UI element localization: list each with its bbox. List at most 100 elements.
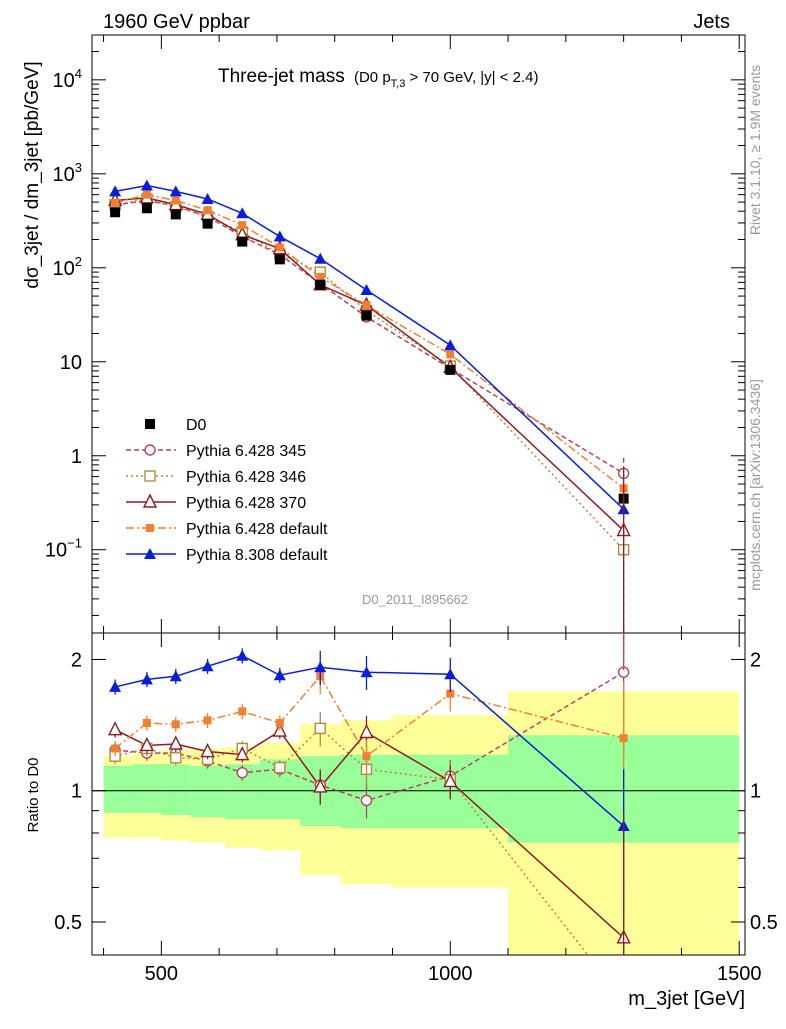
ratio-point — [168, 735, 183, 750]
series-markers — [107, 179, 631, 955]
y-tick-label: 1 — [71, 446, 82, 468]
ratio-tick-label: 0.5 — [750, 912, 778, 934]
legend-label: Pythia 6.428 default — [186, 521, 328, 538]
d0-data-point — [445, 364, 456, 375]
data-point — [171, 196, 180, 205]
ratio-point — [142, 718, 151, 727]
data-point — [203, 206, 212, 215]
data-point — [236, 207, 249, 219]
x-tick-label: 500 — [145, 963, 178, 985]
uncertainty-bands — [103, 691, 740, 955]
d0-data-point — [110, 207, 121, 218]
ratio-point — [275, 718, 284, 727]
rivet-label: Rivet 3.1.10, ≥ 1.9M events — [747, 65, 763, 235]
data-point — [201, 192, 214, 204]
d0-data-point — [141, 203, 152, 214]
band-inner — [103, 765, 133, 813]
y-tick-label: 10 — [60, 352, 82, 374]
data-point — [140, 179, 153, 191]
data-point — [444, 339, 457, 351]
series-line — [114, 184, 625, 510]
ratio-line — [114, 654, 625, 827]
legend-marker — [146, 524, 154, 532]
ratio-point — [171, 720, 180, 729]
legend-marker — [144, 444, 156, 456]
main-frame — [91, 34, 746, 634]
ratio-point — [443, 772, 458, 788]
data-point — [109, 185, 122, 197]
legend-label: Pythia 6.428 370 — [186, 495, 306, 512]
x-tick-label: 1500 — [717, 963, 762, 985]
ratio-point — [203, 716, 212, 725]
d0-data-point — [237, 236, 248, 247]
y-tick-label: 102 — [53, 254, 82, 280]
y-tick-label: 103 — [53, 160, 82, 186]
d0-data-point — [202, 218, 213, 229]
ratio-y-axis-label: Ratio to D0 — [25, 757, 42, 832]
ratio-frame — [91, 632, 746, 956]
ratio-point — [109, 680, 122, 692]
header-left: 1960 GeV ppbar — [103, 11, 250, 33]
legend-marker — [145, 419, 155, 429]
data-point — [169, 185, 182, 197]
ratio-point — [313, 778, 328, 793]
d0-data-point — [361, 310, 372, 321]
axes: 500 1000 1500 10−1 1 10 102 103 104 0.5 0.5 1 1 2 2 — [45, 34, 778, 985]
band-inner — [190, 765, 225, 818]
ratio-point — [362, 752, 371, 761]
legend-marker — [144, 470, 156, 482]
ratio-point — [273, 669, 286, 681]
data-point — [314, 252, 327, 264]
data-point — [111, 198, 120, 207]
ratio-point — [111, 744, 120, 753]
ratio-lines — [114, 654, 625, 955]
ratio-point — [140, 673, 153, 685]
ratio-point — [314, 722, 326, 735]
series-line — [115, 197, 625, 532]
analysis-id: D0_2011_I895662 — [362, 592, 468, 607]
ratio-point — [107, 721, 123, 736]
header-right: Jets — [693, 11, 730, 33]
ratio-point — [360, 666, 373, 678]
band-inner — [161, 764, 191, 815]
data-point — [362, 301, 371, 310]
d0-data-point — [315, 279, 326, 290]
band-inner — [132, 764, 162, 813]
legend: D0 Pythia 6.428 345 Pythia 6.428 346 Pythia… — [126, 417, 328, 564]
x-axis-label: m_3jet [GeV] — [628, 988, 745, 1010]
ratio-tick-label: 1 — [71, 781, 82, 803]
legend-entry: Pythia 6.428 370 — [126, 493, 306, 512]
series-line — [115, 199, 625, 474]
series-line — [114, 198, 625, 551]
ratio-point — [169, 670, 182, 682]
data-point — [446, 350, 455, 359]
data-point — [275, 243, 284, 252]
ratio-point — [619, 734, 628, 743]
ratio-point — [314, 661, 327, 673]
legend-entry: Pythia 6.428 default — [126, 521, 328, 538]
series-lines — [114, 184, 625, 551]
ratio-line — [114, 729, 625, 939]
y-tick-label: 104 — [53, 66, 82, 92]
legend-marker — [142, 493, 158, 508]
legend-label: D0 — [186, 417, 207, 434]
ratio-point — [359, 723, 374, 739]
d0-data-point — [274, 254, 285, 265]
data-point — [142, 190, 151, 199]
data-point — [316, 272, 325, 281]
ratio-point — [238, 707, 247, 716]
ratio-point — [170, 752, 182, 764]
y-axis-label: dσ_3jet / dm_3jet [pb/GeV] — [22, 61, 43, 288]
ratio-point — [139, 736, 155, 752]
legend-entry: Pythia 8.308 default — [126, 547, 328, 564]
ratio-tick-label: 0.5 — [54, 912, 82, 934]
legend-label: Pythia 6.428 346 — [186, 469, 306, 486]
ratio-line — [114, 675, 624, 758]
d0-data-point — [170, 209, 181, 220]
data-point — [273, 230, 286, 242]
legend-label: Pythia 6.428 345 — [186, 443, 306, 460]
ratio-tick-label: 2 — [750, 649, 761, 671]
data-point — [238, 221, 247, 230]
ratio-point — [446, 689, 455, 698]
